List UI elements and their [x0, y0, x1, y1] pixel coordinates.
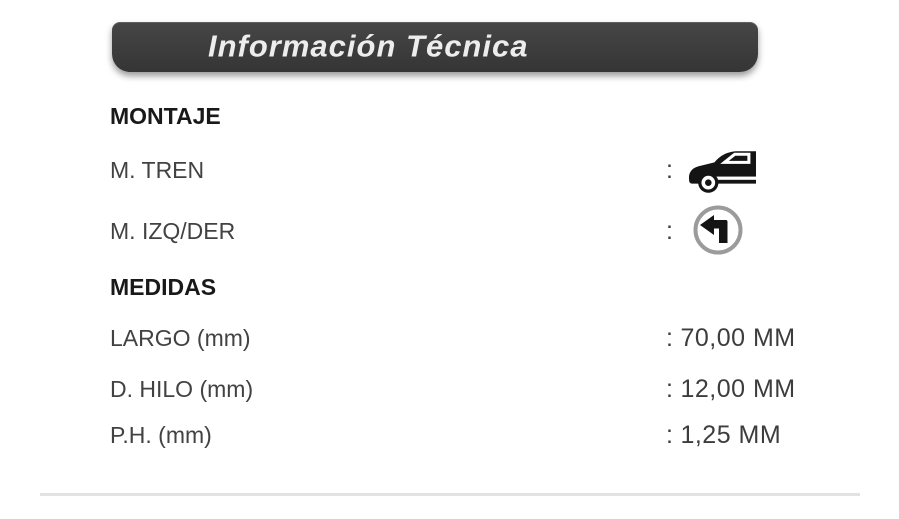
- largo-value: 70,00 MM: [680, 324, 796, 352]
- section-heading-montaje: MONTAJE: [110, 103, 869, 129]
- row-separator: :: [666, 156, 673, 184]
- section-heading-medidas: MEDIDAS: [110, 274, 869, 300]
- row-d-hilo: D. HILO (mm) : 12,00 MM: [110, 376, 869, 402]
- row-label: M. TREN: [110, 157, 205, 183]
- row-separator: :: [666, 375, 674, 403]
- row-label: LARGO (mm): [110, 325, 251, 351]
- row-label: M. IZQ/DER: [110, 218, 236, 244]
- row-largo: LARGO (mm) : 70,00 MM: [110, 325, 869, 351]
- row-m-izq-der: M. IZQ/DER :: [110, 205, 869, 255]
- row-label: P.H. (mm): [110, 422, 212, 448]
- divider: [40, 493, 860, 496]
- car-front-icon: [686, 149, 756, 194]
- row-m-tren: M. TREN :: [110, 151, 869, 193]
- panel-title: Información Técnica: [208, 28, 529, 64]
- row-ph: P.H. (mm) : 1,25 MM: [110, 422, 869, 448]
- row-value: : 70,00 MM: [666, 325, 796, 351]
- row-label: D. HILO (mm): [110, 376, 254, 402]
- section-heading-label: MEDIDAS: [110, 274, 217, 300]
- row-separator: :: [666, 217, 673, 245]
- panel-header: Información Técnica: [112, 22, 758, 72]
- ph-value: 1,25 MM: [680, 421, 782, 449]
- row-value: : 1,25 MM: [666, 422, 781, 448]
- turn-left-arrow-icon: [692, 204, 744, 256]
- row-separator: :: [666, 421, 674, 449]
- row-separator: :: [666, 324, 674, 352]
- row-value: : 12,00 MM: [666, 376, 796, 402]
- section-heading-label: MONTAJE: [110, 103, 221, 129]
- d-hilo-value: 12,00 MM: [680, 375, 796, 403]
